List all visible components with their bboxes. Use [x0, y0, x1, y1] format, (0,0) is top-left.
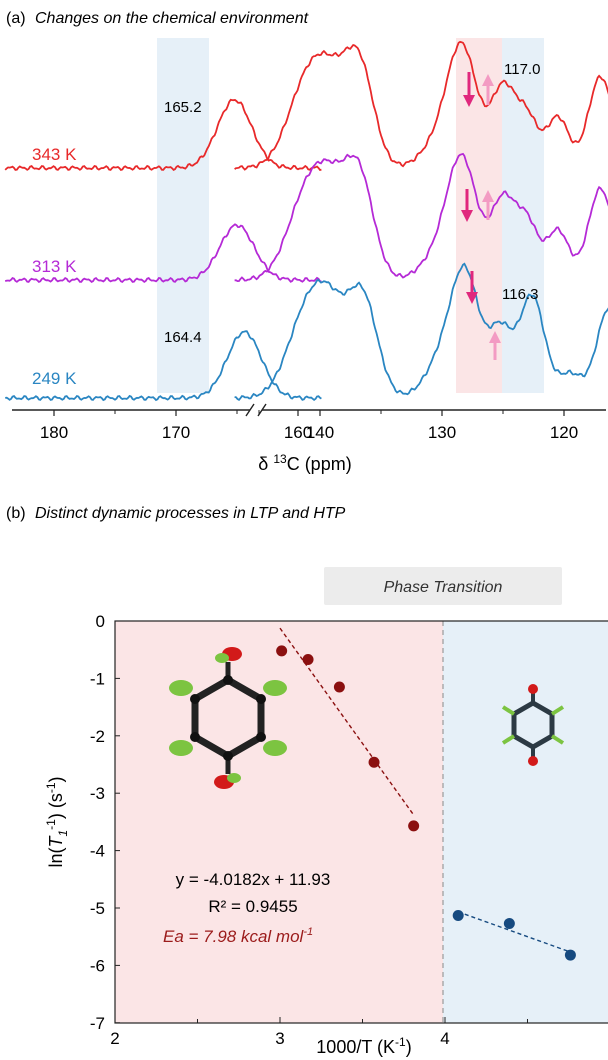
- panel-b-fit-lines: [279, 627, 571, 953]
- htp-molecule-icon: [501, 684, 565, 766]
- data-point-htp: [564, 949, 576, 961]
- arrow-up-icon: [482, 190, 494, 220]
- panel-a-ticks: 180170160140130120110: [40, 410, 578, 442]
- fit-line-ltp: [279, 627, 415, 816]
- x-tick-label: 170: [162, 423, 190, 442]
- peak-label-165-2: 165.2: [164, 99, 202, 116]
- y-tick-label: 0: [96, 612, 105, 631]
- y-tick-label: -3: [90, 784, 105, 803]
- arrow-down-icon: [463, 72, 475, 107]
- arrow-down-icon: [466, 271, 478, 304]
- phase-transition-banner: [324, 567, 562, 605]
- x-tick-label: 130: [428, 423, 456, 442]
- x-tick-label: 140: [306, 423, 334, 442]
- panel-b-label: (b): [6, 505, 26, 522]
- panel-b-ylabel: ln(T1-1) (s-1): [44, 776, 70, 867]
- x-tick-label: 120: [550, 423, 578, 442]
- fit-equation: y = -4.0182x + 11.93: [176, 870, 331, 889]
- y-tick-label: -7: [90, 1014, 105, 1033]
- y-tick-label: -6: [90, 956, 105, 975]
- band-blue-right: [502, 38, 544, 393]
- series-label-249: 249 K: [32, 369, 77, 388]
- panel-b-axes: 0 -1 -2 -3 -4 -5 -6 -7 2 3 4: [90, 612, 528, 1048]
- activation-energy: Ea = 7.98 kcal mol-1: [163, 926, 313, 946]
- peak-label-164-4: 164.4: [164, 329, 202, 346]
- fit-r-squared: R² = 0.9455: [208, 897, 297, 916]
- y-tick-label: -1: [90, 669, 105, 688]
- series-label-343: 343 K: [32, 145, 77, 164]
- arrow-up-icon: [489, 331, 501, 360]
- phase-transition-label: Phase Transition: [384, 579, 503, 596]
- x-tick-label: 180: [40, 423, 68, 442]
- x-tick-label: 3: [275, 1029, 284, 1048]
- arrow-up-icon: [482, 74, 494, 105]
- panel-a-xlabel: δ 13C (ppm): [258, 452, 351, 474]
- arrow-down-icon: [461, 189, 473, 222]
- y-tick-label: -5: [90, 899, 105, 918]
- y-tick-label: -4: [90, 842, 105, 861]
- data-point-ltp: [368, 756, 380, 768]
- spectrum-trace: [4, 98, 322, 172]
- ltp-molecule-icon: [169, 647, 287, 789]
- axis-break-mark: [245, 403, 255, 417]
- fit-line-htp: [457, 911, 571, 953]
- data-point-ltp: [302, 653, 314, 665]
- arrows-group: [461, 72, 501, 360]
- series-label-313: 313 K: [32, 257, 77, 276]
- x-tick-label: 2: [110, 1029, 119, 1048]
- data-point-htp: [503, 917, 515, 929]
- spectrum-trace: [234, 152, 608, 283]
- panel-b-xlabel: 1000/T (K-1): [316, 1035, 411, 1057]
- panel-b-points: [276, 645, 576, 961]
- x-tick-label: 160: [284, 423, 312, 442]
- x-tick-label: 4: [440, 1029, 449, 1048]
- panel-b-title: Distinct dynamic processes in LTP and HT…: [35, 505, 346, 522]
- spectrum-trace: [234, 262, 608, 402]
- plot-frame: [114, 620, 608, 1024]
- panel-a-x-axis: 180170160140130120110: [12, 403, 606, 442]
- htp-region: [443, 621, 608, 1023]
- spectrum-trace: [234, 40, 608, 171]
- peak-label-116-3: 116.3: [502, 286, 538, 303]
- peak-label-117-0: 117.0: [504, 61, 540, 78]
- spectrum-trace: [5, 330, 322, 402]
- data-point-ltp: [333, 681, 345, 693]
- panel-a-label: (a): [6, 10, 26, 27]
- panel-a-title: Changes on the chemical environment: [35, 10, 309, 27]
- data-point-ltp: [276, 645, 288, 657]
- data-point-ltp: [408, 820, 420, 832]
- band-carbonyl: [157, 38, 209, 393]
- spectra-group: [4, 40, 608, 402]
- data-point-htp: [452, 909, 464, 921]
- y-tick-label: -2: [90, 727, 105, 746]
